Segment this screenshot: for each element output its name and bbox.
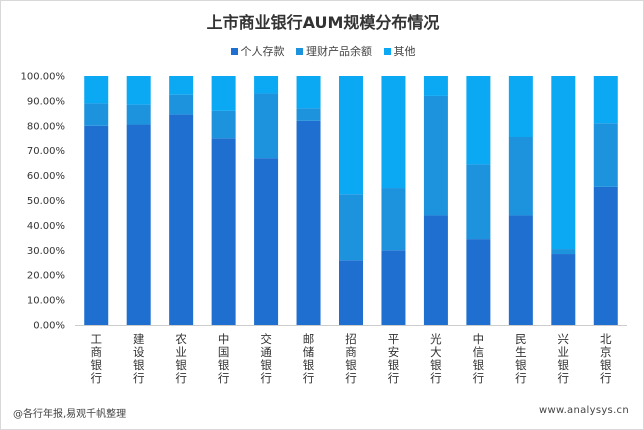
bar-segment-wealth-products	[508, 137, 533, 216]
y-tick-label: 0.00%	[33, 321, 65, 332]
x-tick-label: 招商银行	[345, 332, 357, 385]
bar-segment-wealth-products	[211, 110, 236, 139]
legend-label-wealth-products: 理财产品余额	[306, 45, 372, 58]
y-tick-label: 50.00%	[27, 196, 65, 207]
bar-segment-other	[211, 76, 236, 111]
legend-swatch-wealth-products	[296, 48, 303, 55]
x-tick-label: 中国银行	[218, 332, 230, 385]
bar-segment-other	[339, 76, 363, 195]
bar-segment-wealth-products	[84, 103, 109, 126]
y-tick-label: 40.00%	[27, 221, 65, 232]
bar-segment-other	[551, 76, 576, 250]
y-tick-label: 80.00%	[27, 121, 65, 132]
bar-segment-personal-deposits	[593, 186, 618, 325]
bar-segment-other	[84, 76, 109, 104]
bar-segment-wealth-products	[254, 93, 279, 159]
bar-segment-personal-deposits	[296, 120, 321, 325]
bar-segment-wealth-products	[466, 164, 491, 240]
chart-title: 上市商业银行AUM规模分布情况	[206, 13, 440, 32]
bar-segment-personal-deposits	[423, 215, 448, 325]
bar-group	[84, 76, 618, 325]
bar-segment-other	[254, 76, 279, 94]
y-tick-label: 90.00%	[27, 96, 65, 107]
bar-segment-wealth-products	[381, 188, 406, 251]
x-tick-label: 兴业银行	[558, 332, 570, 385]
y-axis: 0.00% 10.00% 20.00% 30.00% 40.00% 50.00% 60.00…	[21, 72, 66, 332]
y-tick-label: 10.00%	[27, 296, 65, 307]
bar-segment-wealth-products	[169, 94, 194, 115]
source-note: @各行年报,易观千帆整理	[13, 409, 127, 420]
bar-segment-personal-deposits	[508, 215, 533, 325]
x-tick-label: 中信银行	[473, 332, 485, 385]
legend-swatch-other	[383, 48, 391, 55]
x-tick-label: 平安银行	[388, 332, 400, 385]
bar-segment-other	[466, 76, 491, 165]
x-tick-label: 交通银行	[260, 332, 272, 385]
x-axis: 工商银行 建设银行 农业银行 中国银行 交通银行 邮储银行 招商银行 平安银行 光大银行 中信银行…	[90, 332, 612, 385]
legend-label-personal-deposits: 个人存款	[240, 45, 285, 58]
bar-segment-personal-deposits	[126, 124, 151, 325]
bar-segment-wealth-products	[593, 123, 618, 187]
legend-label-other: 其他	[393, 45, 416, 58]
bar-segment-personal-deposits	[466, 239, 491, 325]
legend-swatch-personal-deposits	[230, 48, 238, 55]
bar-segment-wealth-products	[551, 249, 576, 255]
bar-segment-other	[593, 76, 618, 124]
legend-item-other: 其他	[383, 43, 416, 59]
bar-segment-personal-deposits	[339, 260, 363, 325]
bar-segment-other	[381, 76, 406, 189]
bar-segment-personal-deposits	[381, 250, 406, 325]
watermark: www.analysys.cn	[539, 405, 629, 416]
bar-segment-personal-deposits	[169, 114, 194, 325]
bar-segment-wealth-products	[296, 108, 321, 121]
bar-segment-other	[508, 76, 533, 137]
x-tick-label: 光大银行	[430, 332, 442, 385]
x-tick-label: 农业银行	[175, 332, 187, 385]
bar-segment-personal-deposits	[551, 254, 576, 325]
bar-segment-other	[126, 76, 151, 105]
x-tick-label: 建设银行	[133, 332, 145, 385]
bar-segment-wealth-products	[423, 95, 448, 216]
legend-item-wealth-products: 理财产品余额	[296, 43, 372, 59]
y-tick-label: 60.00%	[27, 171, 65, 182]
bar-segment-personal-deposits	[254, 158, 279, 325]
y-tick-label: 100.00%	[21, 72, 66, 83]
bar-segment-wealth-products	[339, 194, 363, 261]
bar-segment-personal-deposits	[84, 125, 109, 325]
x-tick-label: 邮储银行	[303, 332, 315, 385]
bar-segment-other	[296, 76, 321, 109]
y-tick-label: 30.00%	[27, 246, 65, 257]
legend-item-personal-deposits: 个人存款	[230, 43, 285, 59]
bar-segment-other	[423, 76, 448, 96]
bar-segment-personal-deposits	[211, 138, 236, 325]
x-tick-label: 工商银行	[90, 332, 102, 385]
y-tick-label: 70.00%	[27, 146, 65, 157]
chart-legend: 个人存款 理财产品余额 其他	[1, 43, 643, 59]
bar-segment-wealth-products	[126, 104, 151, 125]
chart-plot: 0.00% 10.00% 20.00% 30.00% 40.00% 50.00% 60.00…	[21, 72, 627, 385]
x-tick-label: 北京银行	[600, 332, 612, 385]
bar-segment-other	[169, 76, 194, 95]
x-tick-label: 民生银行	[515, 332, 527, 385]
y-tick-label: 20.00%	[27, 271, 65, 282]
